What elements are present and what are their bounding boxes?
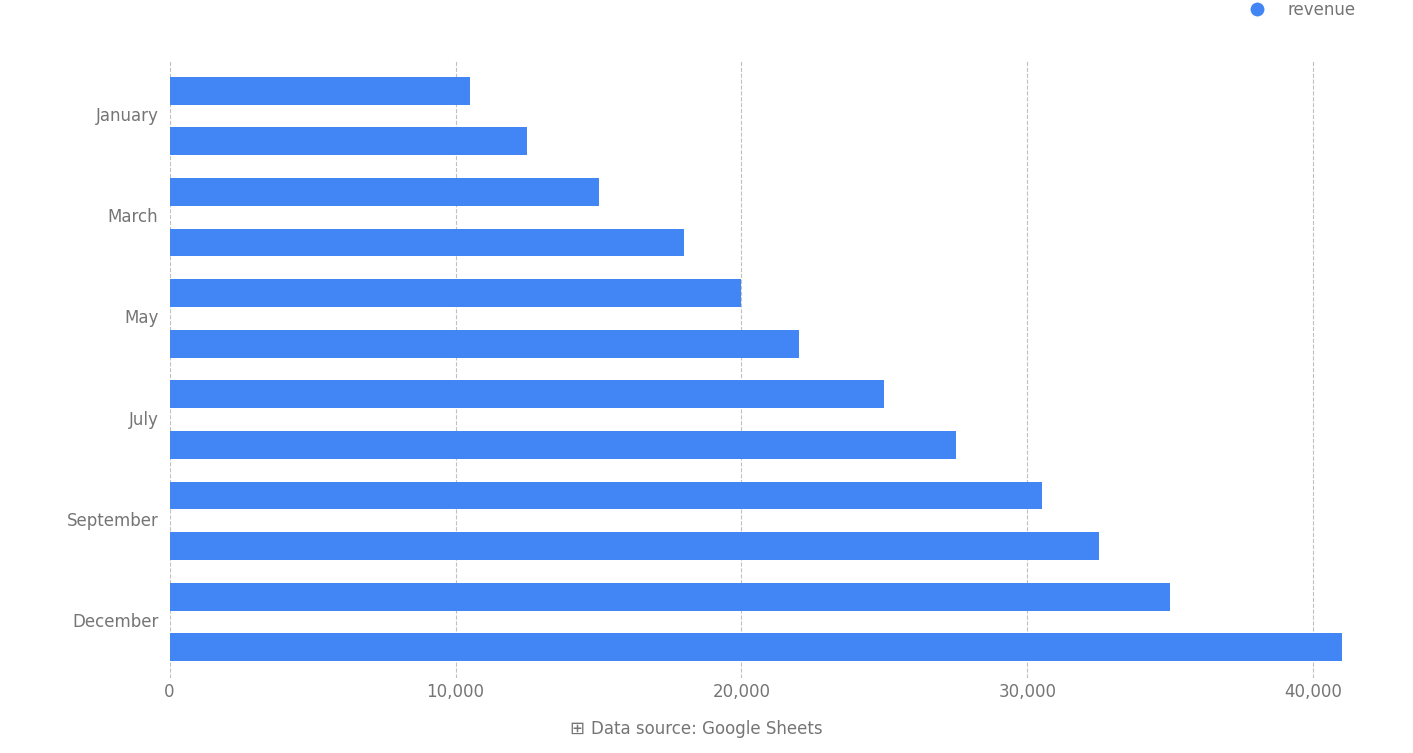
Text: May: May xyxy=(124,309,158,328)
Bar xyxy=(170,228,684,256)
Text: March: March xyxy=(107,208,158,226)
Text: September: September xyxy=(66,512,158,530)
Bar xyxy=(170,482,1041,510)
Bar xyxy=(170,380,885,408)
Bar xyxy=(170,127,527,155)
Bar xyxy=(170,330,798,358)
Bar xyxy=(170,279,742,307)
Text: July: July xyxy=(129,410,158,428)
Bar xyxy=(170,178,599,206)
Bar xyxy=(170,431,957,459)
Bar xyxy=(170,583,1170,611)
Bar xyxy=(170,532,1099,560)
Text: ⊞: ⊞ xyxy=(569,720,584,738)
Text: December: December xyxy=(72,613,158,631)
Text: January: January xyxy=(96,107,158,125)
Text: Data source: Google Sheets: Data source: Google Sheets xyxy=(591,720,822,738)
Legend: revenue: revenue xyxy=(1234,0,1362,26)
Bar xyxy=(170,77,469,105)
Bar xyxy=(170,633,1342,661)
